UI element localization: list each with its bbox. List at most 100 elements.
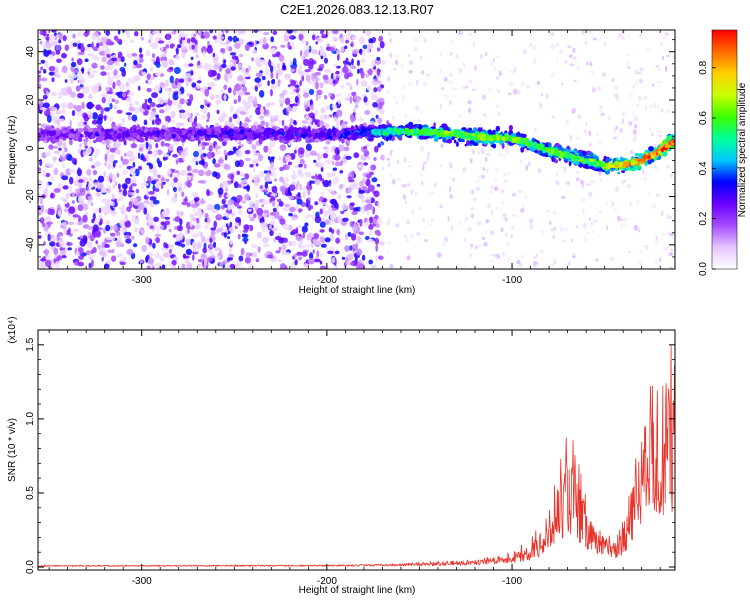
heatmap-cell	[89, 264, 93, 268]
heatmap-cell	[560, 82, 563, 86]
heatmap-cell	[315, 241, 323, 246]
heatmap-cell	[47, 221, 53, 225]
heatmap-cell	[212, 158, 216, 165]
heatmap-cell	[157, 40, 165, 44]
heatmap-cell	[375, 223, 380, 228]
heatmap-cell	[101, 92, 108, 99]
heatmap-cell	[518, 263, 523, 268]
heatmap-cell	[303, 58, 310, 66]
heatmap-cell	[338, 183, 344, 190]
heatmap-cell	[321, 137, 326, 141]
heatmap-cell	[363, 149, 370, 157]
heatmap-cell	[512, 88, 518, 95]
heatmap-cell	[284, 73, 288, 78]
heatmap-cell	[667, 108, 671, 115]
heatmap-cell	[406, 238, 410, 242]
heatmap-cell	[195, 53, 199, 60]
heatmap-cell	[49, 35, 57, 40]
heatmap-cell	[153, 85, 161, 92]
heatmap-cell	[42, 169, 47, 176]
heatmap-cell	[145, 50, 151, 57]
heatmap-cell	[237, 233, 241, 240]
heatmap-cell	[513, 66, 517, 73]
heatmap-cell	[191, 44, 195, 50]
heatmap-cell	[595, 219, 599, 222]
heatmap-cell	[213, 241, 217, 249]
heatmap-cell	[135, 209, 141, 213]
heatmap-cell	[314, 179, 321, 186]
heatmap-cell	[309, 205, 314, 210]
heatmap-cell	[425, 140, 429, 145]
heatmap-cell	[337, 215, 343, 223]
heatmap-cell	[285, 176, 289, 183]
heatmap-cell	[512, 193, 517, 197]
heatmap-cell	[169, 75, 174, 84]
heatmap-cell	[326, 115, 331, 120]
heatmap-cell	[244, 173, 249, 180]
heatmap-cell	[235, 221, 239, 227]
heatmap-cell	[468, 140, 475, 144]
heatmap-cell	[218, 115, 225, 123]
heatmap-cell	[589, 30, 593, 35]
heatmap-cell	[345, 233, 348, 241]
heatmap-cell	[40, 66, 44, 71]
heatmap-cell	[169, 244, 174, 250]
heatmap-cell	[329, 233, 334, 240]
heatmap-cell	[126, 248, 134, 255]
heatmap-cell	[362, 93, 368, 97]
heatmap-cell	[126, 52, 133, 59]
heatmap-cell	[109, 147, 116, 153]
heatmap-cell	[229, 123, 235, 129]
heatmap-cell	[53, 150, 61, 154]
heatmap-cell	[231, 212, 234, 217]
heatmap-cell	[496, 105, 499, 108]
heatmap-cell	[294, 84, 300, 88]
heatmap-cell	[290, 241, 297, 247]
heatmap-cell	[584, 41, 587, 45]
heatmap-cell	[332, 177, 337, 186]
heatmap-cell	[205, 222, 210, 226]
heatmap-cell	[92, 212, 96, 221]
heatmap-cell	[489, 190, 493, 195]
heatmap-cell	[72, 69, 79, 73]
heatmap-cell	[639, 67, 644, 72]
heatmap-cell	[42, 30, 47, 37]
heatmap-cell	[386, 76, 391, 82]
heatmap-cell	[355, 236, 362, 244]
heatmap-cell	[585, 122, 588, 127]
heatmap-cell	[82, 214, 88, 223]
heatmap-cell	[298, 183, 303, 191]
heatmap-cell	[237, 145, 241, 149]
heatmap-cell	[151, 53, 156, 59]
heatmap-cell	[661, 232, 665, 236]
heatmap-cell	[580, 262, 583, 267]
heatmap-cell	[197, 211, 203, 219]
heatmap-cell	[183, 63, 190, 68]
heatmap-cell	[290, 91, 297, 95]
heatmap-cell	[621, 218, 624, 222]
heatmap-cell	[168, 228, 172, 233]
heatmap-cell	[291, 44, 295, 50]
heatmap-cell	[617, 33, 623, 39]
heatmap-cell	[204, 88, 210, 97]
heatmap-cell	[335, 237, 340, 244]
heatmap-cell	[422, 124, 428, 128]
heatmap-cell	[271, 79, 275, 85]
heatmap-cell	[127, 77, 131, 86]
heatmap-cell	[71, 157, 76, 164]
heatmap-cell	[113, 35, 119, 41]
heatmap-cell	[644, 106, 647, 111]
heatmap-cell	[148, 163, 154, 170]
heatmap-cell	[221, 205, 225, 210]
heatmap-cell	[378, 255, 384, 260]
heatmap-cell	[145, 236, 150, 245]
heatmap-cell	[41, 222, 46, 227]
heatmap-cell	[394, 59, 399, 65]
heatmap-cell	[340, 210, 345, 215]
heatmap-cell	[124, 220, 131, 228]
heatmap-cell	[421, 180, 424, 186]
heatmap-cell	[309, 150, 317, 156]
heatmap-cell	[320, 166, 324, 172]
heatmap-cell	[127, 191, 133, 196]
heatmap-cell	[284, 97, 291, 106]
